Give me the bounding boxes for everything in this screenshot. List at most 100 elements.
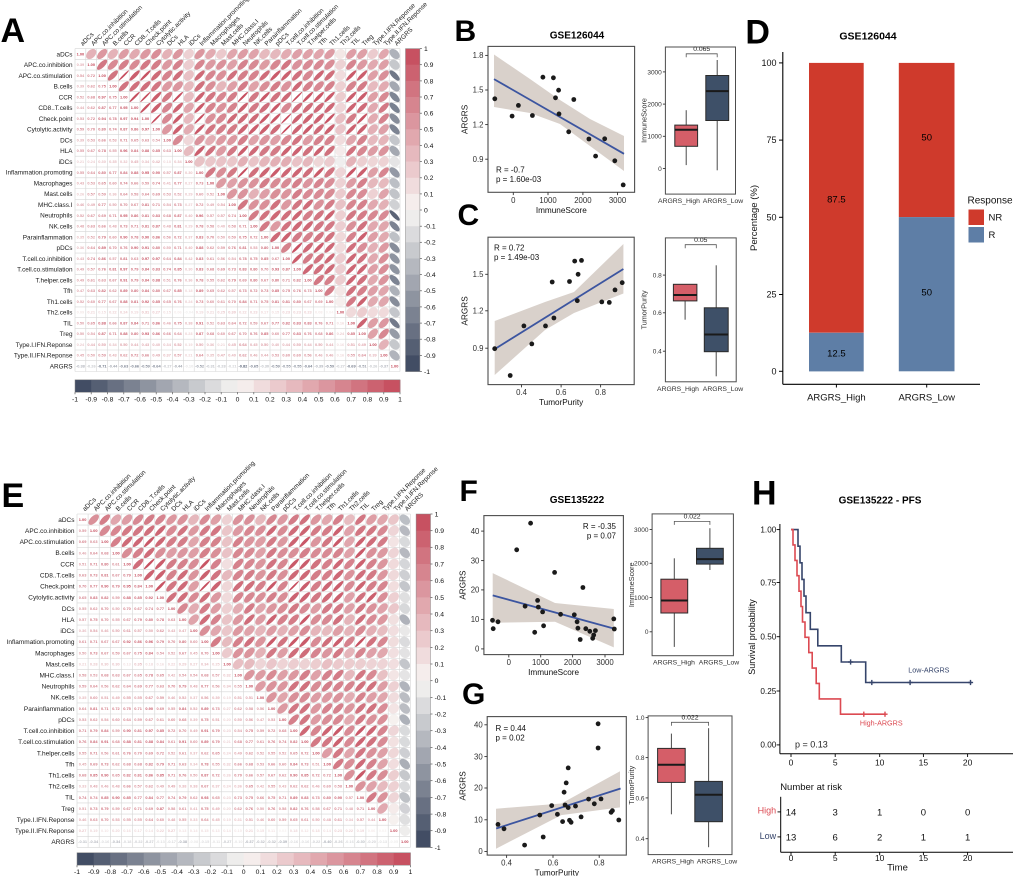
- svg-text:0.77: 0.77: [201, 684, 209, 689]
- svg-text:-0.37: -0.37: [245, 839, 254, 844]
- svg-text:0.76: 0.76: [293, 288, 301, 293]
- svg-text:-0.34: -0.34: [111, 839, 121, 844]
- svg-text:0.56: 0.56: [201, 695, 209, 700]
- svg-text:D: D: [745, 14, 770, 52]
- svg-text:0.21: 0.21: [87, 310, 95, 315]
- svg-text:0.53: 0.53: [268, 717, 276, 722]
- svg-text:0.39: 0.39: [212, 695, 220, 700]
- svg-text:0.40: 0.40: [228, 353, 236, 358]
- svg-text:0.14: 0.14: [223, 828, 231, 833]
- svg-text:0.5: 0.5: [322, 869, 332, 876]
- svg-text:-0.32: -0.32: [267, 839, 277, 844]
- svg-text:0.29: 0.29: [185, 191, 193, 196]
- svg-text:0.81: 0.81: [134, 739, 142, 744]
- svg-text:0.80: 0.80: [101, 561, 109, 566]
- svg-text:0.62: 0.62: [90, 717, 98, 722]
- svg-text:0.30: 0.30: [228, 310, 236, 315]
- svg-text:0.21: 0.21: [207, 310, 215, 315]
- svg-text:0.38: 0.38: [185, 321, 193, 326]
- svg-text:0.67: 0.67: [261, 321, 269, 326]
- svg-text:pDCs: pDCs: [57, 245, 73, 252]
- svg-text:0.88: 0.88: [196, 245, 204, 250]
- svg-text:0.67: 0.67: [123, 650, 131, 655]
- svg-text:0.89: 0.89: [98, 245, 106, 250]
- svg-text:0.87: 0.87: [98, 331, 106, 336]
- svg-text:0.63: 0.63: [112, 673, 120, 678]
- svg-text:0.34: 0.34: [346, 817, 354, 822]
- svg-text:0.68: 0.68: [123, 762, 131, 767]
- svg-text:0.78: 0.78: [109, 116, 117, 121]
- svg-text:0.14: 0.14: [190, 828, 198, 833]
- svg-text:-0.30: -0.30: [260, 364, 269, 369]
- svg-text:1.00: 1.00: [261, 234, 269, 239]
- svg-text:1000: 1000: [647, 134, 662, 141]
- svg-text:0.66: 0.66: [246, 773, 254, 778]
- svg-text:0.78: 0.78: [145, 673, 153, 678]
- svg-text:0.45: 0.45: [250, 342, 258, 347]
- svg-text:0.66: 0.66: [109, 321, 117, 326]
- svg-text:0: 0: [771, 366, 776, 376]
- svg-text:0.44: 0.44: [131, 342, 139, 347]
- svg-text:1.00: 1.00: [79, 517, 87, 522]
- svg-text:1.00: 1.00: [101, 539, 109, 544]
- svg-text:0.87: 0.87: [174, 213, 182, 218]
- svg-text:-0.59: -0.59: [271, 364, 281, 369]
- svg-text:0.2: 0.2: [265, 396, 275, 403]
- svg-text:Response: Response: [968, 196, 1013, 207]
- svg-text:0.67: 0.67: [228, 331, 236, 336]
- svg-text:0.55: 0.55: [77, 148, 85, 153]
- svg-text:APC.co.stimulation: APC.co.stimulation: [20, 539, 75, 546]
- svg-text:0.9: 0.9: [389, 869, 399, 876]
- svg-text:0.96: 0.96: [120, 148, 128, 153]
- svg-text:0.70: 0.70: [79, 584, 87, 589]
- svg-text:0.70: 0.70: [179, 728, 187, 733]
- svg-text:A: A: [1, 12, 26, 50]
- svg-text:3000: 3000: [596, 658, 614, 667]
- svg-text:0.46: 0.46: [101, 784, 109, 789]
- svg-text:0.86: 0.86: [326, 331, 334, 336]
- svg-text:0.70: 0.70: [234, 773, 242, 778]
- svg-text:0.8: 0.8: [653, 273, 662, 280]
- svg-text:0.06: 0.06: [174, 310, 182, 315]
- svg-text:0.74: 0.74: [109, 127, 117, 132]
- svg-text:0.85: 0.85: [272, 288, 280, 293]
- svg-text:-0.3: -0.3: [435, 728, 447, 735]
- svg-text:0.67: 0.67: [145, 717, 153, 722]
- svg-text:15: 15: [919, 758, 929, 768]
- svg-text:0.71: 0.71: [326, 321, 334, 326]
- svg-text:0.54: 0.54: [234, 728, 242, 733]
- svg-text:0.72: 0.72: [168, 728, 176, 733]
- svg-text:0: 0: [789, 853, 794, 863]
- svg-text:0.45: 0.45: [190, 650, 198, 655]
- svg-text:-1: -1: [435, 845, 441, 852]
- svg-text:0.74: 0.74: [145, 606, 153, 611]
- svg-text:-0.8: -0.8: [424, 337, 436, 344]
- svg-text:0.6: 0.6: [653, 310, 662, 317]
- svg-text:0.67: 0.67: [131, 202, 139, 207]
- svg-text:0.79: 0.79: [112, 584, 120, 589]
- svg-text:0.84: 0.84: [239, 299, 247, 304]
- svg-text:50: 50: [921, 133, 932, 144]
- svg-text:0.54: 0.54: [190, 673, 198, 678]
- svg-text:B: B: [455, 15, 477, 48]
- svg-text:0.51: 0.51: [79, 561, 87, 566]
- svg-text:0.61: 0.61: [79, 639, 87, 644]
- svg-text:0.46: 0.46: [79, 550, 87, 555]
- svg-text:0.50: 0.50: [109, 202, 117, 207]
- svg-text:0.93: 0.93: [272, 267, 280, 272]
- svg-text:0.3: 0.3: [424, 159, 434, 166]
- svg-text:GSE135222: GSE135222: [550, 495, 605, 506]
- svg-text:30: 30: [471, 556, 480, 565]
- svg-text:0.88: 0.88: [123, 739, 131, 744]
- svg-text:0.52: 0.52: [174, 191, 182, 196]
- svg-text:Inflammation.promoting: Inflammation.promoting: [6, 170, 73, 177]
- svg-text:0.64: 0.64: [201, 817, 209, 822]
- svg-text:0.45: 0.45: [77, 353, 85, 358]
- svg-text:0.49: 0.49: [157, 784, 165, 789]
- svg-text:1.00: 1.00: [246, 684, 254, 689]
- svg-text:1.00: 1.00: [207, 181, 215, 186]
- svg-text:ImmuneScore: ImmuneScore: [627, 562, 636, 607]
- svg-text:-0.4: -0.4: [435, 745, 447, 752]
- svg-text:0.70: 0.70: [109, 245, 117, 250]
- svg-text:0.81: 0.81: [131, 299, 139, 304]
